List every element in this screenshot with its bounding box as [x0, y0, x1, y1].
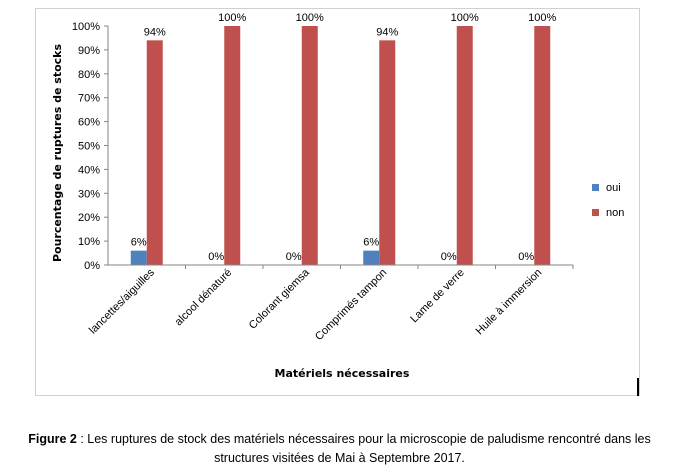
bar-non [146, 40, 163, 266]
x-category-label: Comprimés tampon [313, 267, 389, 343]
y-tick-label: 60% [78, 117, 100, 129]
y-axis-title: Pourcentage de ruptures de stocks [51, 44, 64, 263]
x-category-label: Lame de verre [408, 267, 467, 326]
frame-mark [637, 378, 639, 396]
bar-non [301, 26, 318, 265]
x-axis-title: Matériels nécessaires [275, 367, 410, 380]
legend-swatch-non [592, 209, 599, 216]
caption-line1: : Les ruptures de stock des matériels né… [76, 432, 651, 446]
bar-non [224, 26, 241, 265]
data-label-non: 100% [218, 12, 246, 24]
bars [130, 26, 551, 266]
caption-label: Figure 2 [28, 432, 77, 446]
data-label-oui: 0% [286, 251, 302, 263]
caption-line2: structures visitées de Mai à Septembre 2… [214, 451, 465, 465]
data-label-oui: 0% [208, 251, 224, 263]
y-tick-label: 90% [78, 45, 100, 57]
legend-label-oui: oui [606, 182, 621, 194]
y-tick-label: 100% [72, 21, 100, 33]
data-label-non: 100% [528, 12, 556, 24]
data-label-oui: 6% [131, 237, 147, 249]
data-label-non: 94% [144, 26, 166, 38]
y-tick-label: 50% [78, 141, 100, 153]
x-category-label: Colorant giemsa [247, 266, 313, 332]
y-tick-label: 10% [78, 236, 100, 248]
bar-non [379, 40, 396, 266]
y-tick-label: 70% [78, 93, 100, 105]
data-label-oui: 6% [363, 237, 379, 249]
bar-non [534, 26, 551, 265]
y-axis-ticks: 0% 10% 20% 30% 40% 50% 60% 70% 80% 90% 100% [72, 21, 108, 272]
x-category-label: Huile à immersion [474, 267, 545, 338]
bar-non [456, 26, 473, 265]
x-axis-labels: lancettes/aiguilles alcool dénaturé Colora… [87, 265, 574, 343]
data-labels: 6% 94% 0% 100% 0% 100% 6% 94% 0% 100% 0% 100% [131, 12, 557, 263]
data-label-oui: 0% [441, 251, 457, 263]
legend-label-non: non [606, 207, 624, 219]
data-label-non: 100% [296, 12, 324, 24]
y-tick-label: 0% [84, 260, 100, 272]
x-category-label: lancettes/aiguilles [87, 266, 157, 336]
y-tick-label: 20% [78, 212, 100, 224]
data-label-oui: 0% [518, 251, 534, 263]
x-category-label: alcool dénaturé [173, 267, 235, 329]
legend-swatch-oui [592, 184, 599, 191]
data-label-non: 94% [376, 26, 398, 38]
y-tick-label: 30% [78, 188, 100, 200]
figure-caption: Figure 2 : Les ruptures de stock des mat… [0, 430, 679, 468]
bar-oui [130, 250, 147, 265]
bar-chart: 0% 10% 20% 30% 40% 50% 60% 70% 80% 90% 100% 6% 94% 0… [51, 12, 624, 380]
legend: oui non [592, 182, 624, 219]
y-tick-label: 40% [78, 164, 100, 176]
bar-oui [363, 250, 380, 265]
data-label-non: 100% [451, 12, 479, 24]
y-tick-label: 80% [78, 69, 100, 81]
